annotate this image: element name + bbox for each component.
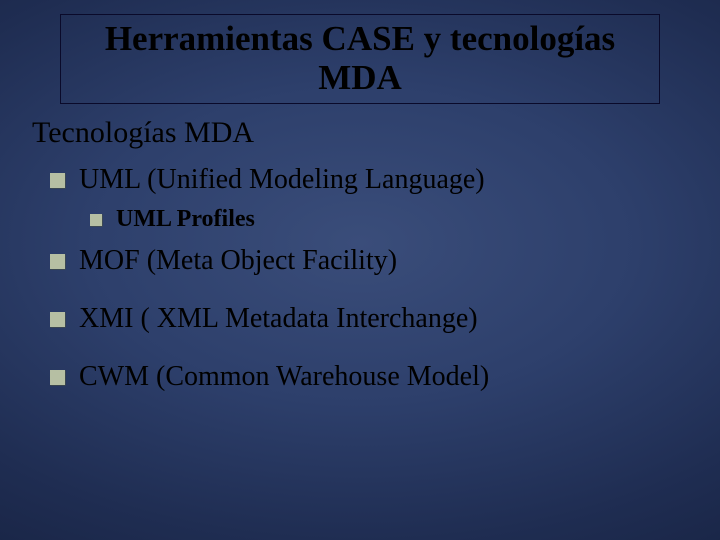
square-bullet-icon: [50, 370, 65, 385]
square-bullet-icon: [50, 254, 65, 269]
list-item-label: MOF (Meta Object Facility): [79, 245, 397, 277]
bullet-sublist: UML Profiles: [50, 206, 690, 233]
list-item: CWM (Common Warehouse Model): [50, 361, 690, 393]
list-item: MOF (Meta Object Facility): [50, 245, 690, 277]
list-item-label: UML Profiles: [116, 206, 255, 233]
title-box: Herramientas CASE y tecnologías MDA: [60, 14, 660, 104]
square-bullet-icon: [50, 312, 65, 327]
square-bullet-icon: [50, 173, 65, 188]
list-item-label: CWM (Common Warehouse Model): [79, 361, 489, 393]
slide: Herramientas CASE y tecnologías MDA Tecn…: [0, 0, 720, 540]
square-bullet-icon: [90, 214, 102, 226]
list-item: UML (Unified Modeling Language) UML Prof…: [50, 164, 690, 233]
list-item-label: UML (Unified Modeling Language): [79, 164, 485, 196]
bullet-list: UML (Unified Modeling Language) UML Prof…: [30, 164, 690, 393]
list-item: UML Profiles: [90, 206, 690, 233]
slide-title: Herramientas CASE y tecnologías MDA: [81, 19, 639, 97]
list-item-label: XMI ( XML Metadata Interchange): [79, 303, 478, 335]
list-item: XMI ( XML Metadata Interchange): [50, 303, 690, 335]
slide-subheading: Tecnologías MDA: [32, 116, 690, 150]
